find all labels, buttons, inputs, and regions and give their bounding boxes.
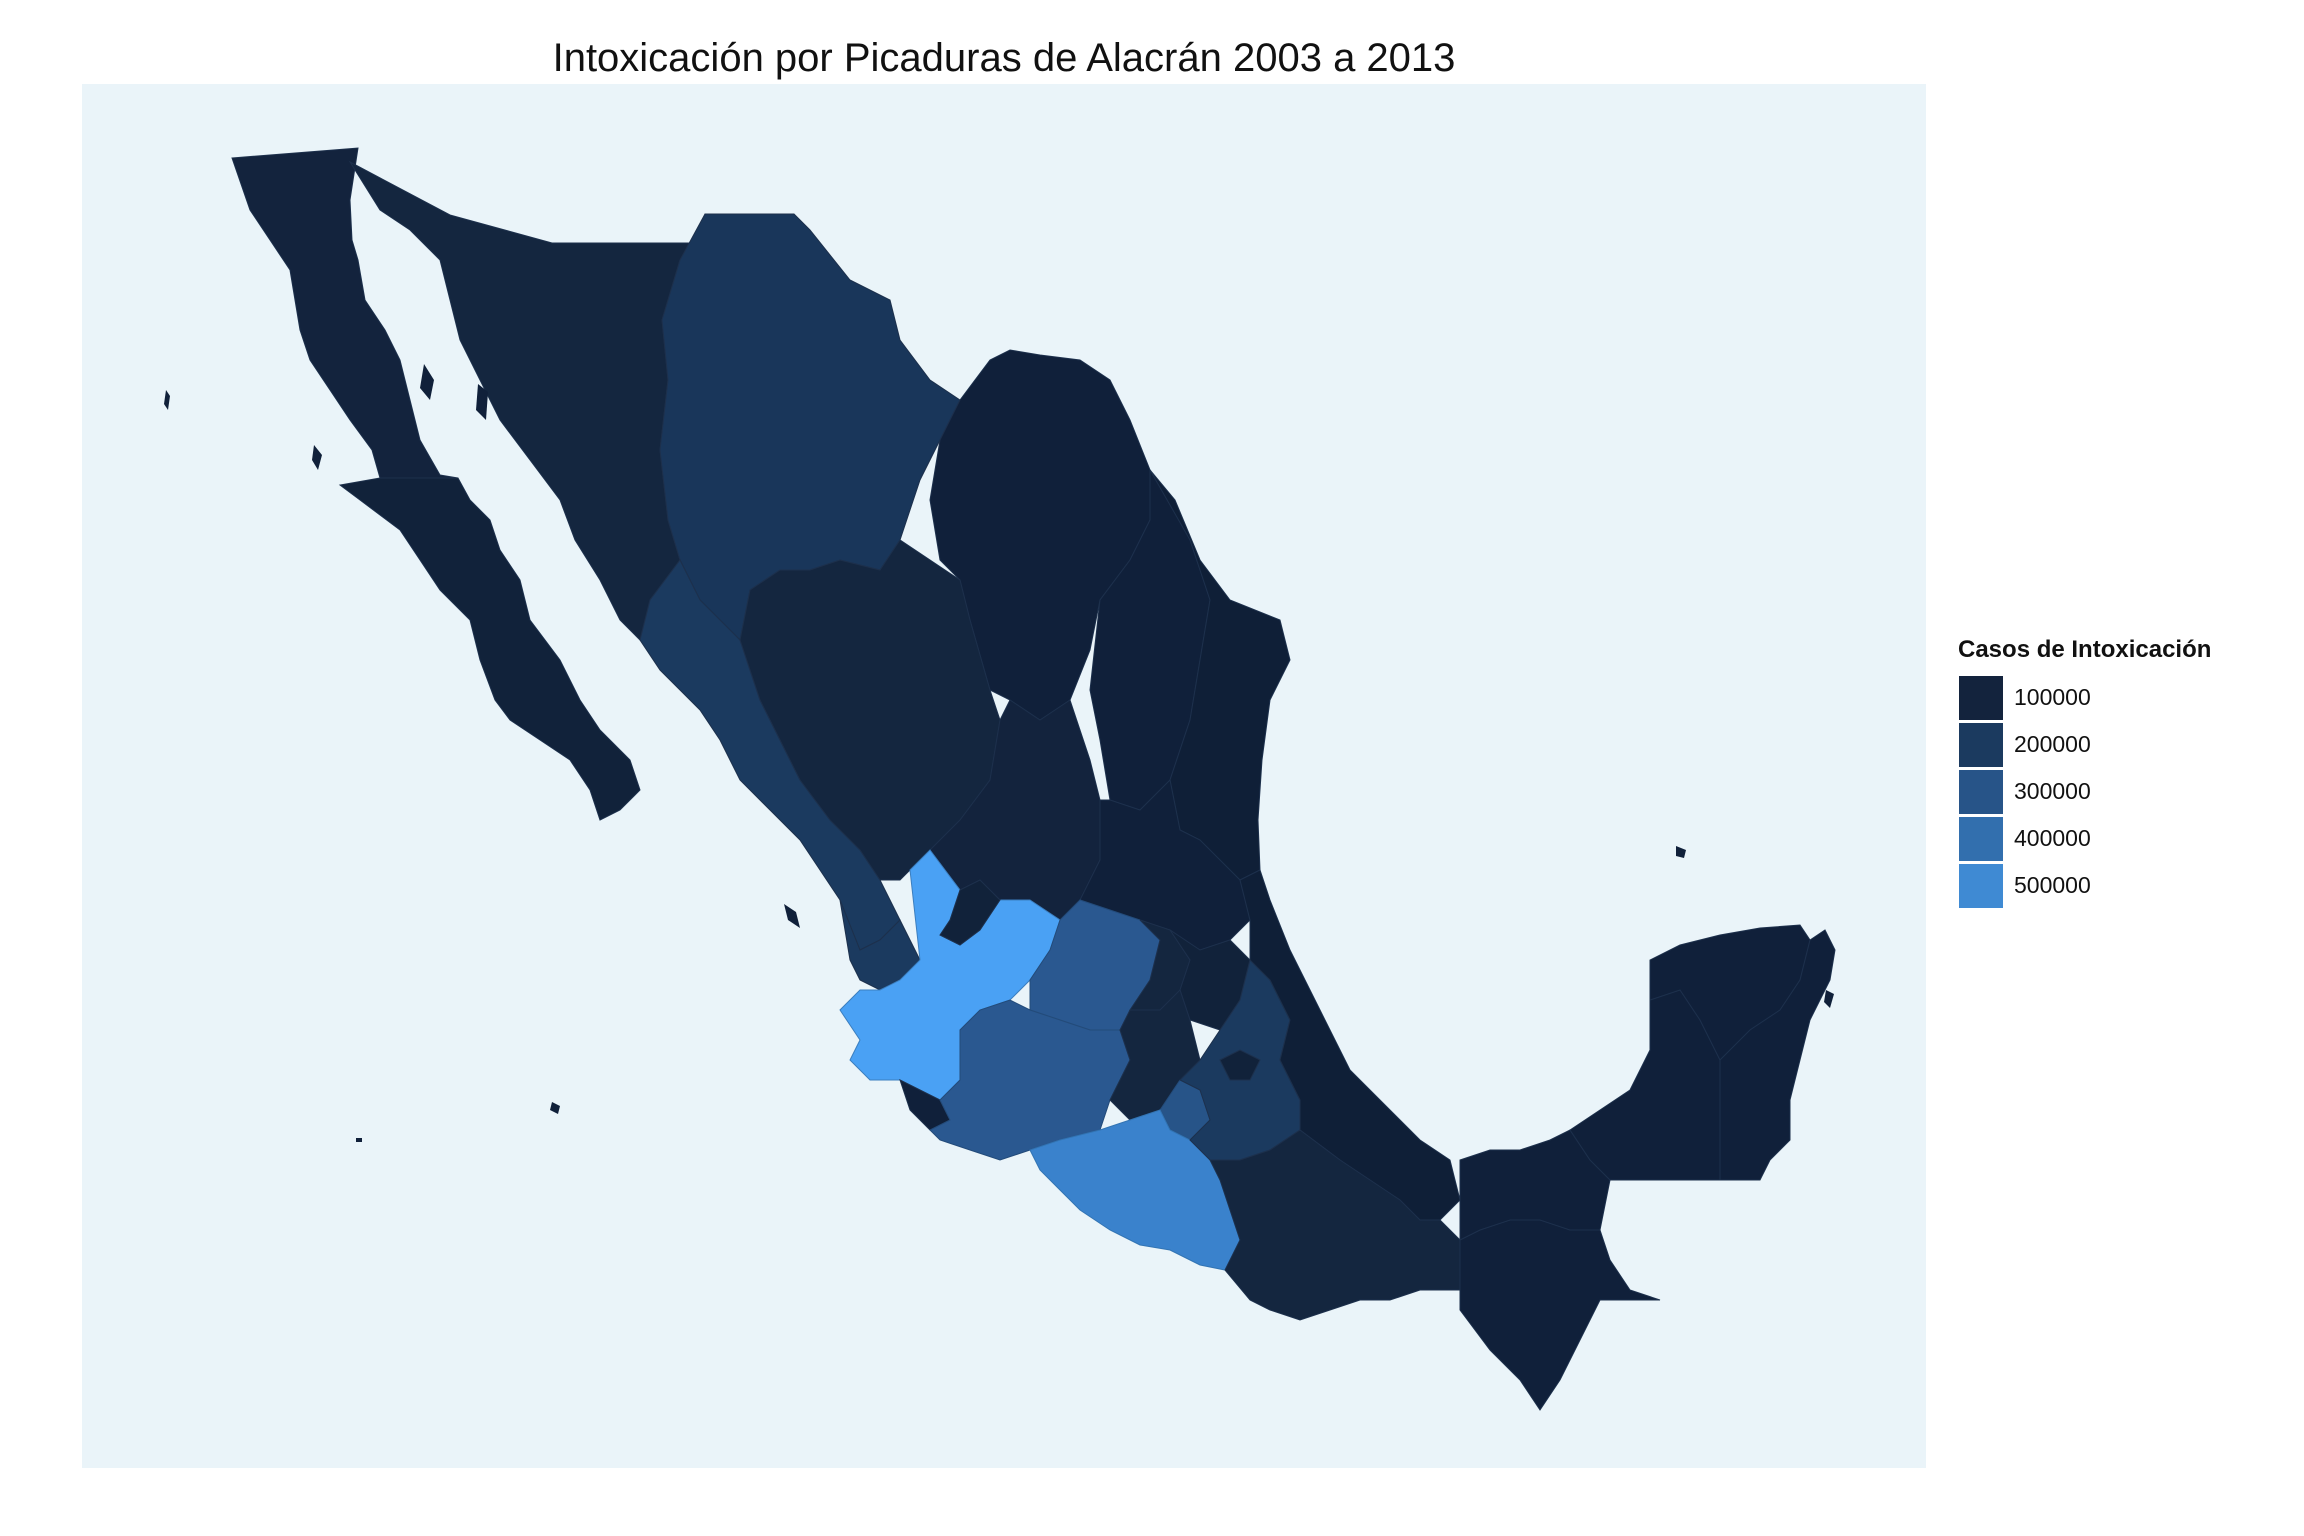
legend-label: 300000 [2014,778,2091,804]
state-aguascalientes[interactable] [939,879,1001,946]
island-socorro [550,1102,560,1114]
legend-label: 400000 [2014,825,2091,851]
state-tabasco[interactable] [1459,1129,1611,1241]
legend-item: 200000 [1958,721,2211,768]
legend: Casos de Intoxicación 100000 200000 3000… [1958,636,2211,909]
state-coahuila[interactable] [929,349,1151,721]
legend-item: 300000 [1958,768,2211,815]
island-cedros [312,445,322,470]
island-angel-de-la-guarda [420,364,434,400]
legend-swatch [1958,721,2004,768]
island-tiburon [476,384,488,420]
state-tlaxcala[interactable] [1219,1049,1261,1081]
island-clarion [356,1138,362,1142]
legend-label: 100000 [2014,684,2091,710]
legend-swatch [1958,862,2004,909]
legend-label: 500000 [2014,872,2091,898]
legend-title: Casos de Intoxicación [1958,636,2212,663]
state-quintana-roo[interactable] [1719,929,1836,1181]
island-arrecife-alacranes [1676,846,1686,858]
legend-swatch [1958,674,2004,721]
state-baja-california-sur[interactable] [338,477,641,821]
legend-swatch [1958,768,2004,815]
legend-item: 500000 [1958,862,2211,909]
legend-label: 200000 [2014,731,2091,757]
island-marias [784,904,800,928]
legend-item: 100000 [1958,674,2211,721]
map-title: Intoxicación por Picaduras de Alacrán 20… [552,36,1456,80]
island-cozumel [1824,990,1834,1008]
island-guadalupe [164,390,170,410]
legend-swatch [1958,815,2004,862]
legend-item: 400000 [1958,815,2211,862]
